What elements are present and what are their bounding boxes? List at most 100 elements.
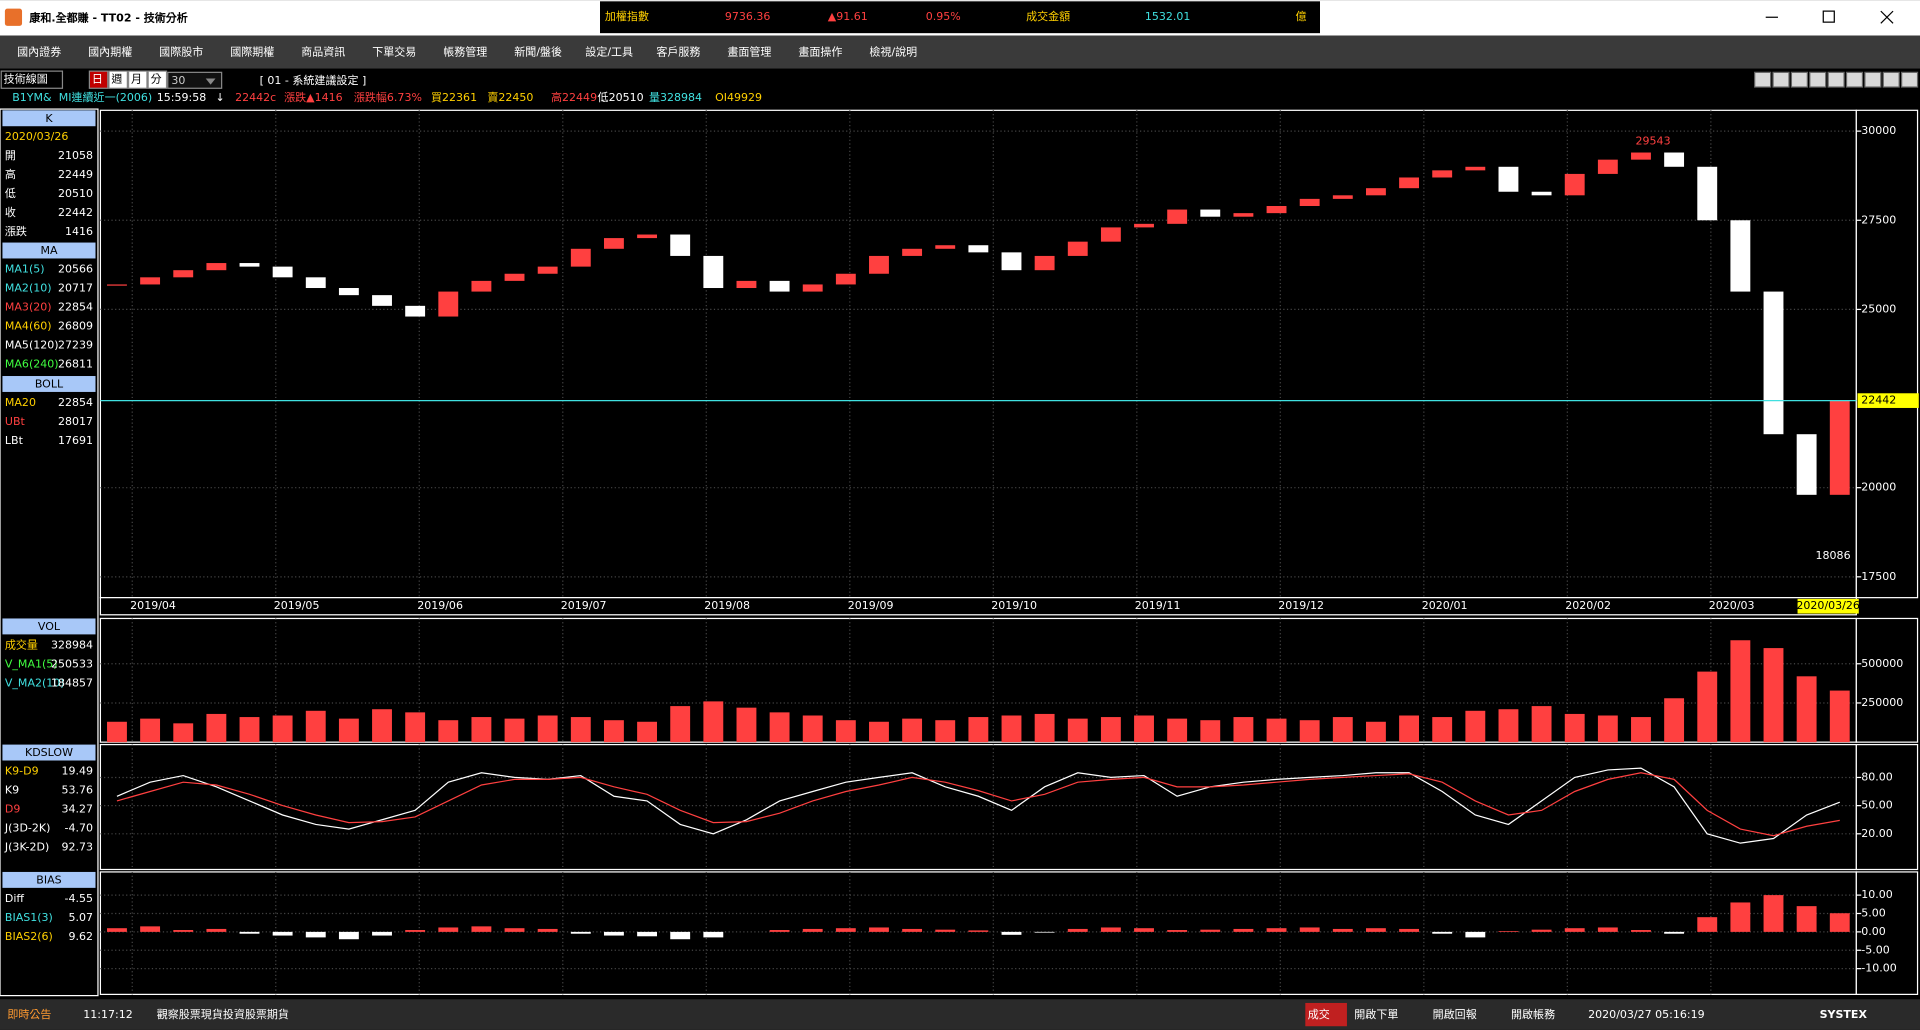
chart-tab-label: 技術線圖 (4, 72, 48, 86)
tool-button[interactable] (1827, 71, 1845, 88)
candle (736, 280, 757, 289)
tool-button[interactable] (1809, 71, 1827, 88)
status-button-bg[interactable] (1351, 1002, 1428, 1027)
period-button[interactable] (147, 70, 168, 89)
info-field: B1YM& (12, 91, 52, 104)
last-price-label: 22442 (1861, 394, 1896, 407)
tool-button[interactable] (1864, 71, 1882, 88)
y-tick-label: 50.00 (1861, 799, 1893, 812)
menu-item[interactable]: 設定/工具 (585, 45, 633, 59)
status-button[interactable]: 開啟下單 (1354, 1008, 1398, 1021)
ticker-price: 9736.36 (725, 10, 771, 23)
row-value: 20566 (58, 262, 93, 275)
close-button[interactable] (1880, 10, 1894, 24)
menu-item[interactable]: 國內期權 (88, 46, 132, 59)
bar (1233, 717, 1254, 743)
menu-item[interactable]: 商品資訊 (301, 45, 345, 59)
status-button[interactable]: 成交 (1308, 1007, 1330, 1021)
info-field: MI連續近一(2006) (59, 90, 152, 104)
candle (1266, 206, 1287, 214)
menu-item[interactable]: 新聞/盤後 (514, 45, 562, 59)
row-label: D9 (5, 802, 21, 815)
bar (1796, 676, 1817, 743)
bar (1167, 930, 1188, 932)
count-select[interactable] (167, 71, 223, 89)
menu-item[interactable]: 帳務管理 (443, 45, 487, 59)
candle (140, 277, 161, 285)
chart-tab[interactable] (0, 70, 64, 89)
row-label: Diff (5, 892, 25, 905)
y-tick-label: 25000 (1861, 302, 1896, 315)
bar (239, 931, 260, 934)
menu-item[interactable]: 國際期權 (230, 46, 274, 59)
notice-label[interactable]: 即時公告 (7, 1008, 51, 1021)
candle (835, 273, 856, 285)
tool-button[interactable] (1845, 71, 1864, 88)
row-value: 21058 (58, 149, 93, 162)
tool-button[interactable] (1901, 71, 1919, 88)
row-label: V_MA2(10) (5, 676, 65, 689)
menu-item[interactable]: 國際股市 (159, 45, 203, 59)
bar (968, 717, 989, 743)
bar (338, 931, 359, 940)
bar (1332, 717, 1353, 743)
bar (1200, 720, 1221, 743)
menu-item[interactable]: 檢視/說明 (869, 45, 917, 59)
bar (1134, 715, 1154, 743)
tool-button[interactable] (1882, 71, 1900, 88)
bar (1465, 710, 1486, 743)
period-button[interactable] (108, 70, 128, 89)
bar (1134, 928, 1154, 932)
row-value: 5.07 (69, 911, 94, 924)
bar (736, 707, 757, 743)
bar (1100, 717, 1121, 743)
status-datetime: 2020/03/27 05:16:19 (1588, 1008, 1704, 1021)
month-label: 2019/11 (1135, 599, 1181, 612)
section-date: 2020/03/26 (5, 130, 68, 143)
brand: SYSTEX (1820, 1008, 1868, 1021)
status-button[interactable]: 開啟回報 (1433, 1008, 1477, 1021)
candle (272, 266, 293, 278)
candle (1332, 195, 1353, 199)
month-label: 2020/01 (1422, 599, 1468, 612)
bar (1763, 648, 1784, 743)
row-label: MA3(20) (5, 300, 52, 313)
y-tick-label: 0.00 (1861, 925, 1886, 938)
menu-item[interactable]: 國內證券 (17, 45, 61, 59)
menu-item[interactable]: 客戶服務 (656, 45, 700, 59)
candle (1067, 241, 1088, 256)
tool-button[interactable] (1754, 71, 1772, 88)
bar (338, 718, 359, 743)
info-field: 低20510 (598, 90, 644, 104)
row-label: 高 (5, 167, 16, 181)
section-header: VOL (38, 620, 61, 633)
status-button-bg[interactable] (1430, 1002, 1507, 1027)
tool-button[interactable] (1790, 71, 1808, 88)
period-button[interactable] (88, 70, 109, 89)
ticker-box (600, 1, 1320, 34)
status-button[interactable]: 開啟帳務 (1511, 1007, 1555, 1021)
menu-item[interactable]: 下單交易 (372, 45, 416, 59)
menu-item[interactable]: 畫面操作 (798, 45, 842, 59)
row-value: -4.55 (65, 892, 94, 905)
bar (703, 931, 724, 938)
menu-bar (0, 35, 1920, 69)
app-icon (4, 8, 23, 26)
period-button[interactable] (127, 70, 148, 89)
status-button-bg[interactable] (1508, 1002, 1585, 1027)
month-label: 2019/07 (561, 599, 607, 612)
bar (537, 928, 558, 932)
menu-item[interactable]: 畫面管理 (727, 45, 771, 59)
row-label: K9 (5, 784, 19, 797)
bar (405, 712, 426, 743)
status-button-bg[interactable] (1305, 1002, 1347, 1027)
tool-button[interactable] (1772, 71, 1790, 88)
row-label: BIAS1(3) (5, 911, 53, 924)
bar (173, 723, 194, 743)
row-label: 收 (5, 205, 16, 219)
restore-button[interactable] (1822, 10, 1835, 23)
row-value: 27239 (58, 338, 93, 351)
bar (471, 717, 492, 743)
